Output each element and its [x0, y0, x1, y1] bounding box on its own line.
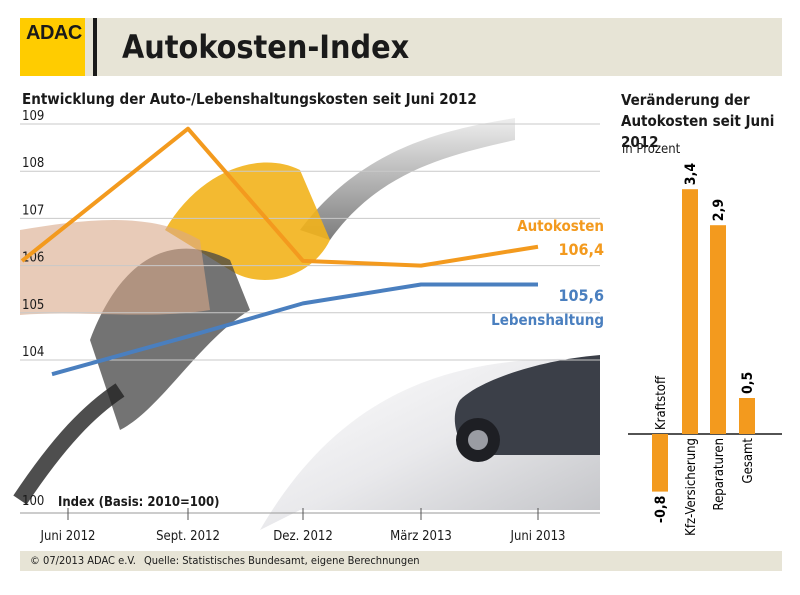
page-title: Autokosten-Index: [122, 28, 410, 66]
line-chart-subtitle: Entwicklung der Auto-/Lebenshaltungskost…: [22, 90, 477, 108]
bar-kfz-versicherung: [682, 189, 698, 434]
footer: © 07/2013 ADAC e.V. Quelle: Statistische…: [20, 551, 782, 571]
bar-chart: -0,8 Kraftstoff 3,4 Kfz-Versicherung 2,9 Repa…: [628, 163, 782, 536]
bar-reparaturen: [710, 225, 726, 434]
x-tick-label: Juni 2013: [510, 529, 566, 544]
header-divider: [93, 18, 97, 76]
y-tick-100: 100: [22, 494, 44, 509]
bar-value-label: -0,8: [653, 496, 669, 524]
x-tick-label: Juni 2012: [40, 529, 96, 544]
legend-lebenshaltung: Lebenshaltung: [491, 311, 604, 329]
bar-category-label: Kfz-Versicherung: [684, 438, 699, 536]
car-photo: [454, 355, 600, 462]
y-axis-basis-label: Index (Basis: 2010=100): [58, 495, 220, 510]
y-tick-107: 107: [22, 203, 44, 218]
y-tick-109: 109: [22, 110, 44, 124]
header-bar: [20, 18, 782, 76]
bar-value-label: 0,5: [740, 372, 756, 394]
series-line-autokosten: [20, 126, 539, 268]
bar-kraftstoff: [652, 434, 668, 492]
bar-chart-subtitle: Veränderung der Autokosten seit Juni 201…: [621, 91, 775, 151]
bar-gesamt: [739, 398, 755, 434]
bar-value-label: 3,4: [683, 163, 699, 186]
bar-category-label: Reparaturen: [712, 438, 727, 510]
bar-value-label: 2,9: [711, 199, 727, 221]
end-value-lebenshaltung: 105,6: [558, 286, 604, 305]
adac-logo: ADAC: [20, 18, 85, 76]
source: Quelle: Statistisches Bundesamt, eigene …: [144, 554, 420, 567]
x-tick-label: Dez. 2012: [273, 529, 333, 544]
y-tick-104: 104: [22, 345, 44, 360]
end-value-autokosten: 106,4: [558, 240, 604, 259]
y-tick-108: 108: [22, 156, 44, 171]
y-tick-105: 105: [22, 298, 44, 313]
x-tick-label: März 2013: [390, 529, 452, 544]
bar-category-label: Kraftstoff: [654, 375, 669, 430]
legend-autokosten: Autokosten: [517, 217, 604, 235]
series-line-lebenshaltung: [51, 282, 538, 377]
x-tick-label: Sept. 2012: [156, 529, 220, 544]
bar-category-label: Gesamt: [741, 438, 756, 484]
copyright: © 07/2013 ADAC e.V.: [30, 554, 136, 567]
bar-chart-unit: in Prozent: [622, 142, 681, 157]
